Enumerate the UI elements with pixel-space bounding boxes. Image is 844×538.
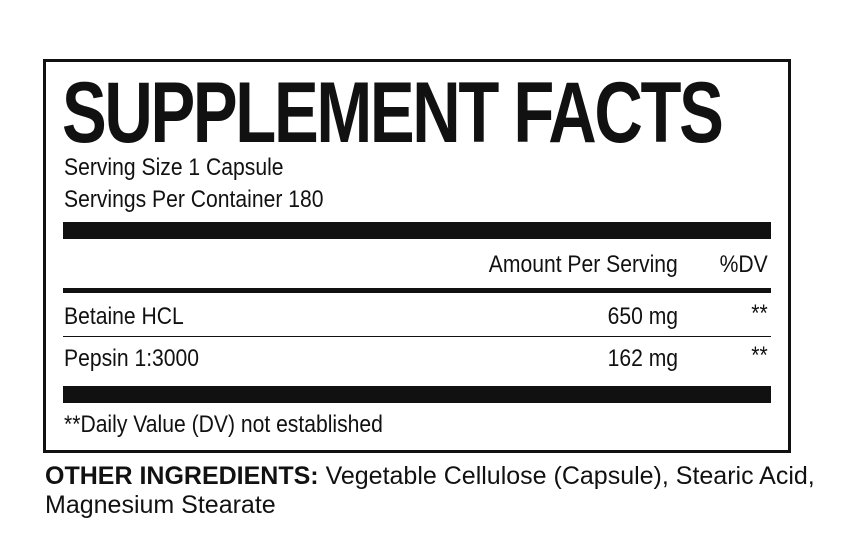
supplement-facts-panel (43, 59, 791, 453)
row-name: Pepsin 1:3000 (64, 345, 200, 372)
row-dv: ** (751, 342, 768, 369)
other-ingredients: OTHER INGREDIENTS: Vegetable Cellulose (… (45, 462, 844, 520)
row-dv: ** (751, 300, 768, 327)
row-amount: 650 mg (607, 303, 678, 330)
medium-divider (63, 288, 771, 293)
other-ingredients-label: OTHER INGREDIENTS: (45, 462, 319, 490)
amount-header: Amount Per Serving (488, 251, 678, 278)
panel-title: SUPPLEMENT FACTS (62, 65, 724, 161)
servings-per-container: Servings Per Container 180 (64, 186, 324, 213)
thick-divider (63, 222, 771, 239)
row-amount: 162 mg (607, 345, 678, 372)
row-divider (63, 336, 771, 337)
serving-size: Serving Size 1 Capsule (64, 154, 284, 181)
footnote: **Daily Value (DV) not established (64, 411, 383, 438)
other-ingredients-text: Vegetable Cellulose (Capsule), Stearic A… (45, 462, 815, 519)
thick-divider (63, 386, 771, 403)
row-name: Betaine HCL (64, 303, 184, 330)
dv-header: %DV (719, 251, 768, 278)
